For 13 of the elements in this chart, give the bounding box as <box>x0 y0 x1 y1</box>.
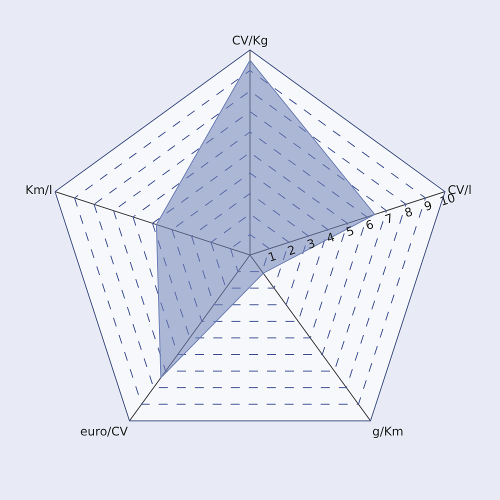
y-tick-label: 4 <box>324 230 336 246</box>
spoke-label: CV/Kg <box>232 34 268 48</box>
y-tick-label: 1 <box>266 248 278 265</box>
y-tick-label: 3 <box>305 236 317 252</box>
y-tick-label: 9 <box>422 198 434 214</box>
y-tick-label: 2 <box>286 242 298 258</box>
y-tick-label: 8 <box>402 204 414 220</box>
y-tick-label: 6 <box>364 217 376 233</box>
spoke-label: g/Km <box>372 424 404 438</box>
spoke-label: euro/CV <box>80 424 129 438</box>
y-tick-label: 7 <box>383 210 395 227</box>
y-tick-label: 5 <box>344 224 356 240</box>
spoke-label: Km/l <box>25 183 52 198</box>
